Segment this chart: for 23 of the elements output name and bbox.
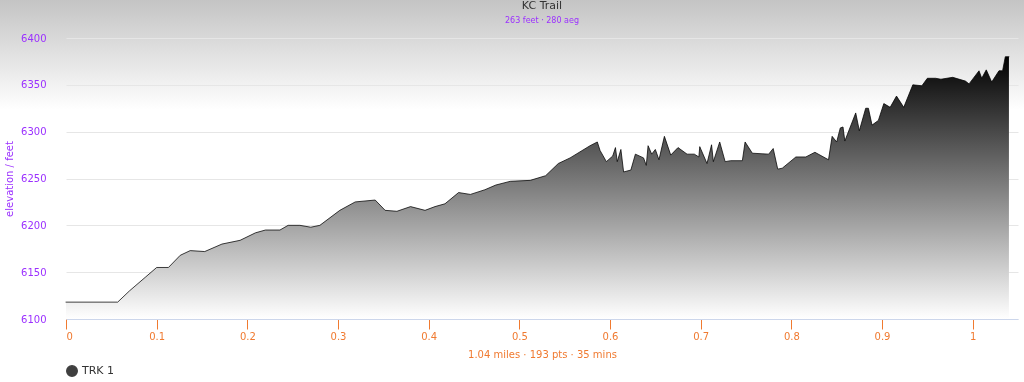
y-tick-label: 6150 [21, 266, 47, 278]
chart-title: KC Trail [521, 0, 563, 12]
y-tick-label: 6350 [21, 79, 47, 91]
y-axis-title: elevation / feet [4, 141, 16, 217]
x-tick-label: 0.1 [149, 330, 166, 342]
x-tick-label: 0 [66, 330, 73, 342]
x-tick-label: 0.3 [330, 330, 347, 342]
x-tick-label: 0.7 [693, 330, 710, 342]
y-tick-label: 6300 [21, 126, 47, 138]
chart-subtitle: 263 feet · 280 aeg [505, 16, 579, 25]
y-tick-label: 6200 [21, 219, 47, 231]
y-tick-label: 6100 [21, 313, 47, 325]
x-tick-label: 0.6 [602, 330, 619, 342]
x-axis-title: 1.04 miles · 193 pts · 35 mins [468, 348, 617, 360]
x-tick-label: 0.2 [239, 330, 256, 342]
x-tick-label: 1 [969, 330, 977, 342]
y-tick-label: 6250 [21, 173, 47, 184]
x-tick-label: 0.4 [421, 330, 438, 342]
x-tick-label: 0.5 [511, 330, 528, 342]
y-tick-label: 6400 [21, 32, 47, 44]
x-tick-label: 0.9 [874, 330, 891, 342]
legend-label: TRK 1 [81, 364, 115, 377]
x-tick-label: 0.8 [783, 330, 800, 342]
